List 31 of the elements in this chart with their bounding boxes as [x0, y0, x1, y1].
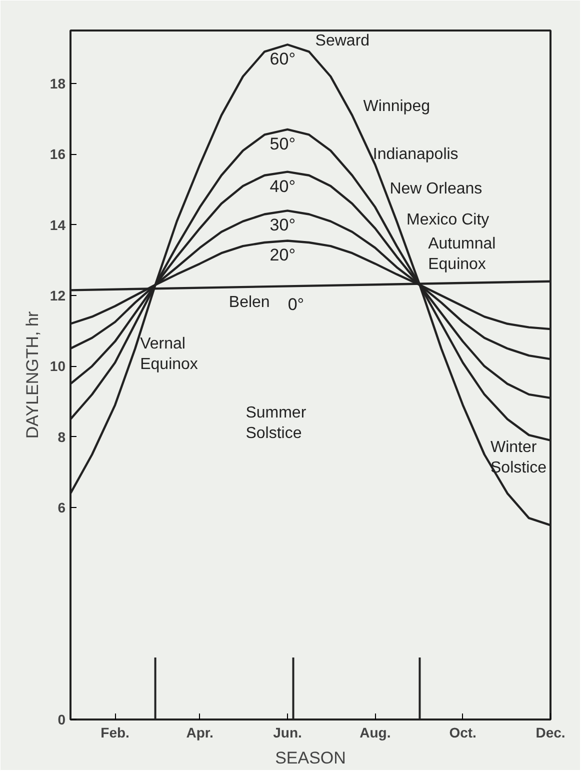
- y-tick-label: 0: [58, 712, 66, 728]
- y-tick-label: 10: [50, 358, 66, 374]
- series-label: 40°: [270, 176, 296, 196]
- annotation: Winnipeg: [363, 98, 430, 115]
- x-tick-label: Aug.: [360, 724, 391, 740]
- x-tick-label: Feb.: [100, 724, 130, 740]
- series-label: 20°: [270, 246, 296, 265]
- y-tick-label: 12: [50, 288, 66, 304]
- series-label: 0°: [288, 295, 304, 314]
- annotation: Belen: [228, 294, 270, 312]
- annotation: Summer Solstice: [246, 404, 307, 442]
- annotation: Autumnal Equinox: [428, 236, 496, 274]
- annotation: New Orleans: [390, 180, 482, 198]
- annotation: Seward: [315, 32, 370, 50]
- y-tick-label: 6: [58, 500, 66, 516]
- series-label: 60°: [270, 50, 296, 69]
- y-tick-label: 14: [50, 216, 66, 233]
- y-tick-label: 16: [50, 146, 66, 162]
- annotation: Mexico City: [406, 211, 490, 228]
- annotation: Vernal Equinox: [140, 336, 198, 374]
- y-tick-label: 18: [50, 76, 66, 92]
- x-axis-title: SEASON: [275, 748, 346, 768]
- x-tick-label: Jun.: [273, 724, 302, 740]
- series-label: 50°: [270, 134, 296, 154]
- x-tick-label: Oct.: [449, 724, 476, 740]
- series-label: 30°: [270, 216, 296, 235]
- y-axis-title: DAYLENGTH, hr: [22, 311, 42, 439]
- y-tick-label: 8: [58, 428, 66, 445]
- x-tick-label: Dec.: [536, 724, 566, 740]
- x-tick-label: Apr.: [186, 724, 214, 740]
- annotation: Indianapolis: [372, 146, 458, 164]
